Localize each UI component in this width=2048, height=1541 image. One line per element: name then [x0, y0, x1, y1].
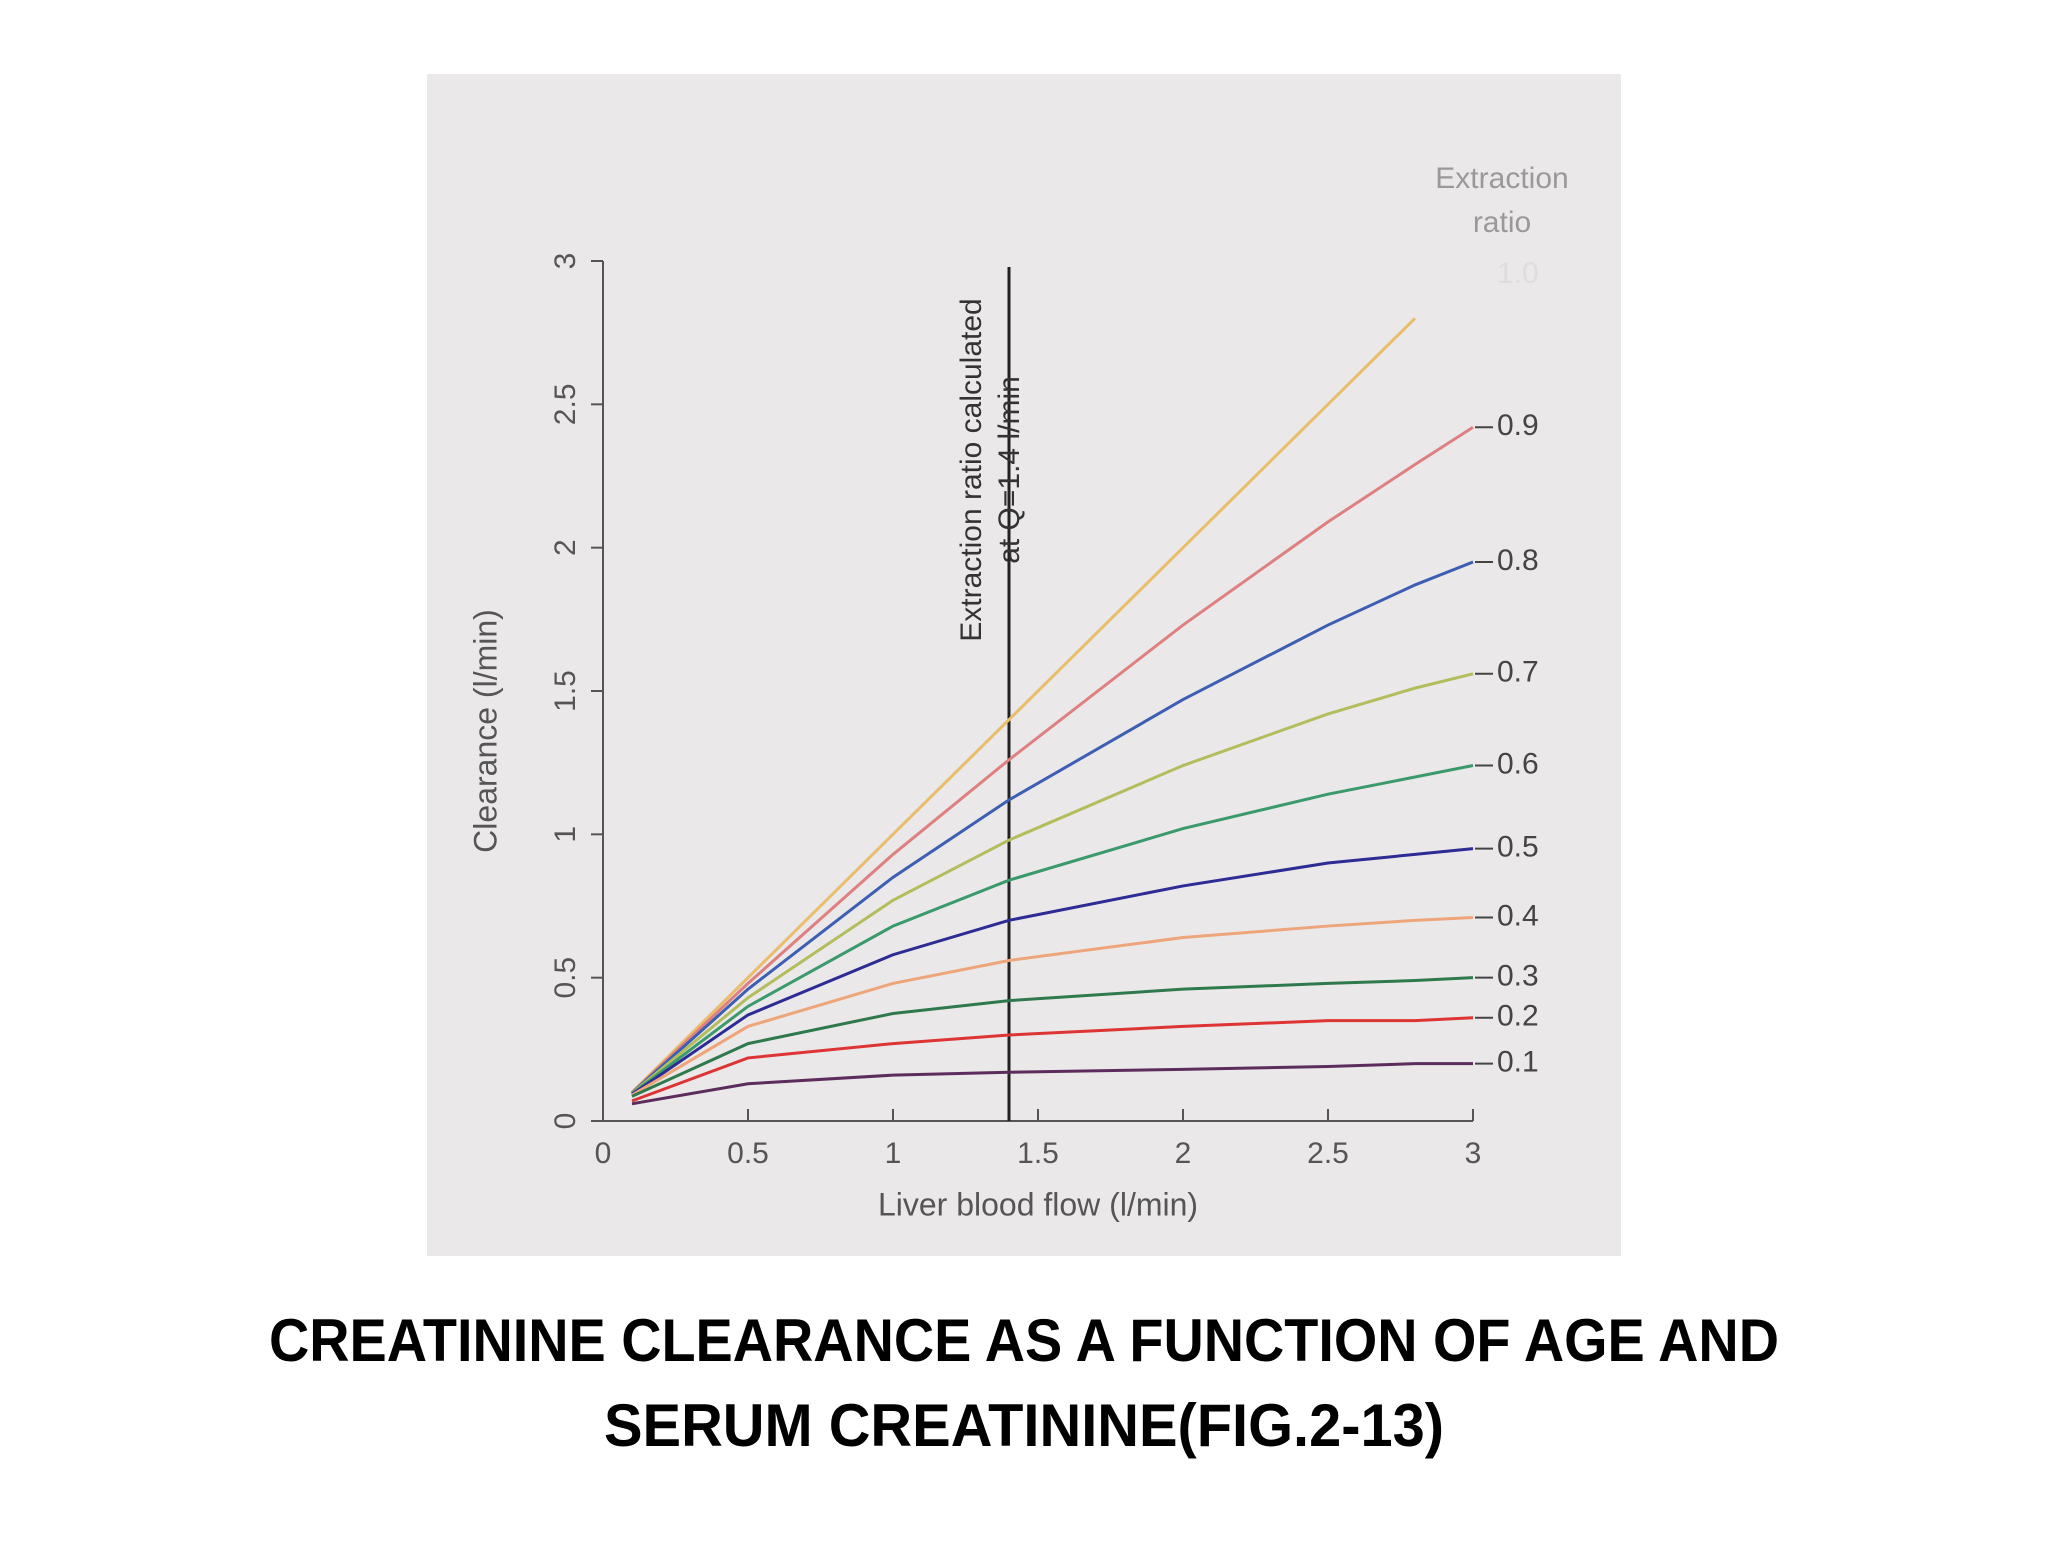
line [631, 1016, 1474, 1103]
line [631, 672, 1474, 1095]
line [631, 976, 1474, 1098]
x-tick-label: 3 [1465, 1137, 1482, 1170]
y-tick-label: 1.5 [549, 670, 582, 712]
legend-label: 0.8 [1497, 544, 1539, 577]
y-tick-label: 0.5 [549, 957, 582, 999]
y-tick-label: 2.5 [549, 383, 582, 425]
annotation: at Q=1.4 l/min [993, 376, 1026, 564]
x-axis-label: Liver blood flow (l/min) [878, 1186, 1198, 1222]
chart-photo [427, 74, 1621, 1256]
legend-label: 0.9 [1497, 409, 1539, 442]
legend-label: 0.7 [1497, 656, 1539, 689]
line [631, 764, 1474, 1095]
annotation: Extraction ratio calculated [955, 298, 988, 642]
line [631, 1062, 1473, 1106]
x-tick-label: 2.5 [1307, 1137, 1349, 1170]
legend-label: 0.4 [1497, 899, 1539, 932]
legend-label: 0.6 [1497, 747, 1539, 780]
y-tick-label: 0 [549, 1113, 582, 1130]
legend-label: 0.2 [1497, 1000, 1539, 1033]
line [631, 847, 1474, 1096]
line [630, 317, 1417, 1094]
x-tick-label: 2 [1175, 1137, 1192, 1170]
legend-label: 0.3 [1497, 960, 1539, 993]
x-tick-label: 0.5 [727, 1137, 769, 1170]
legend-title: ratio [1473, 206, 1531, 239]
x-tick-label: 1.5 [1017, 1137, 1059, 1170]
y-tick-label: 1 [549, 826, 582, 843]
x-tick-label: 0 [595, 1137, 612, 1170]
line [630, 426, 1474, 1094]
x-tick-label: 1 [885, 1137, 902, 1170]
line [631, 915, 1474, 1097]
slide-title: CREATININE CLEARANCE AS A FUNCTION OF AG… [269, 1307, 1779, 1374]
y-tick-label: 3 [549, 253, 582, 270]
y-tick-label: 2 [549, 539, 582, 556]
legend-label: 1.0 [1497, 257, 1539, 290]
legend-title: Extraction [1435, 162, 1568, 195]
slide-title: SERUM CREATININE(FIG.2-13) [604, 1392, 1444, 1459]
legend-label: 0.5 [1497, 831, 1539, 864]
legend-label: 0.1 [1497, 1046, 1539, 1079]
y-axis-label: Clearance (l/min) [467, 609, 503, 853]
line [630, 560, 1474, 1095]
